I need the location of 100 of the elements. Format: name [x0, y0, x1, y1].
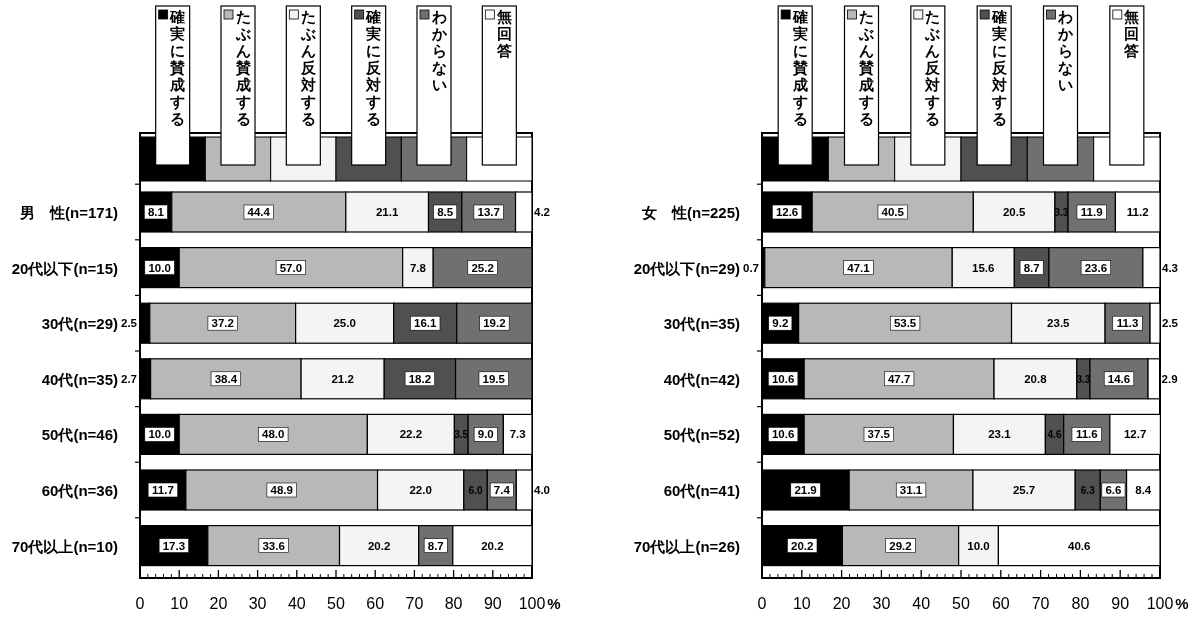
data-label: 53.5 [893, 317, 917, 330]
y-tick-label: 30代(n=29) [41, 315, 118, 333]
data-label: 20.2 [367, 539, 391, 552]
data-label: 4.3 [1162, 261, 1178, 274]
data-label: 6.0 [468, 485, 483, 496]
data-label: 21.2 [331, 372, 354, 385]
data-label: 20.8 [1024, 372, 1048, 385]
data-label: 44.4 [247, 206, 271, 218]
x-tick-label: 90 [1111, 595, 1130, 612]
y-tick-label: 50代(n=52) [663, 426, 740, 444]
data-label: 40.6 [1068, 539, 1091, 552]
x-tick-label: 40 [912, 595, 931, 612]
data-label: 21.9 [794, 484, 817, 496]
data-label: 8.7 [427, 539, 444, 552]
legend-label: 無回答 [495, 8, 512, 59]
data-label: 0.7 [743, 261, 759, 274]
legend-label: 確実に賛成する [169, 8, 187, 127]
y-tick-label: 40代(n=35) [41, 370, 118, 388]
data-label: 20.2 [481, 539, 504, 552]
data-label: 10.6 [771, 372, 795, 385]
x-tick-label: 60 [366, 595, 385, 612]
data-label: 18.2 [408, 372, 432, 385]
data-label: 12.7 [1123, 428, 1147, 441]
data-label: 23.5 [1047, 317, 1071, 330]
x-tick-label: 20 [832, 595, 851, 612]
data-label: 47.7 [887, 372, 911, 385]
y-tick-label: 50代(n=46) [41, 426, 118, 444]
x-tick-label: 100 [518, 595, 546, 612]
y-tick-label: 40代(n=42) [663, 370, 740, 388]
data-label: 2.9 [1161, 372, 1178, 385]
x-tick-label: 40 [287, 595, 306, 612]
data-label: 25.2 [471, 261, 494, 274]
data-label: 17.3 [162, 539, 186, 552]
legend-label: たぶん賛成する [234, 8, 252, 127]
data-label: 4.0 [534, 484, 550, 496]
data-label: 19.5 [482, 372, 506, 385]
data-label: 47.1 [847, 261, 871, 274]
legend-label: たぶん賛成する [858, 8, 875, 127]
x-tick-label: 30 [872, 595, 891, 612]
data-label: 8.4 [1135, 484, 1152, 496]
legend-label: わからない [430, 8, 448, 93]
data-label: 10.6 [771, 428, 795, 441]
x-tick-label: 70 [1031, 595, 1050, 612]
y-tick-label: 20代以下(n=15) [11, 259, 118, 277]
data-label: 9.2 [772, 317, 789, 330]
x-tick-label: 30 [248, 595, 267, 612]
y-tick-label: 70代以上(n=10) [11, 537, 118, 555]
data-label: 37.5 [867, 428, 891, 441]
legend-label: 確実に反対する [365, 8, 383, 127]
x-axis-title: % [547, 595, 561, 612]
data-label: 57.0 [279, 261, 303, 274]
data-label: 2.5 [1162, 317, 1179, 330]
data-label: 48.0 [262, 428, 285, 441]
x-tick-label: 50 [952, 595, 970, 612]
data-label: 4.6 [1047, 429, 1062, 441]
data-label: 14.6 [1107, 372, 1131, 385]
data-label: 38.4 [214, 372, 238, 385]
x-tick-label: 70 [405, 595, 424, 612]
data-label: 6.6 [1105, 484, 1122, 496]
data-label: 20.5 [1002, 206, 1026, 218]
data-label: 10.0 [967, 539, 990, 552]
data-label: 23.1 [988, 428, 1012, 441]
x-tick-label: 80 [444, 595, 463, 612]
data-label: 22.0 [409, 484, 432, 496]
data-label: 8.5 [437, 206, 454, 218]
data-label: 6.3 [1080, 485, 1096, 496]
x-tick-label: 10 [170, 595, 189, 612]
y-tick-label: 60代(n=36) [41, 482, 118, 499]
x-tick-label: 50 [327, 595, 345, 612]
data-label: 29.2 [889, 539, 912, 552]
data-label: 7.3 [509, 428, 526, 441]
data-label: 11.3 [1116, 317, 1139, 330]
data-label: 40.5 [881, 206, 905, 218]
data-label: 23.6 [1084, 261, 1108, 274]
data-label: 12.6 [775, 206, 799, 218]
legend-label: わからない [1057, 8, 1074, 93]
data-label: 2.5 [121, 317, 138, 330]
legend-label: たぶん反対する [924, 8, 942, 127]
x-tick-label: 0 [135, 595, 145, 612]
legend-label: 無回答 [1123, 8, 1140, 59]
y-tick-label: 30代(n=35) [663, 315, 740, 333]
x-tick-label: 90 [483, 595, 502, 612]
data-label: 21.1 [375, 206, 399, 218]
data-label: 10.0 [148, 261, 171, 274]
data-label: 15.6 [972, 261, 995, 274]
data-label: 11.2 [1126, 206, 1149, 218]
data-label: 13.7 [477, 206, 500, 218]
data-label: 11.6 [1075, 428, 1098, 441]
y-tick-label: 70代以上(n=26) [633, 537, 740, 555]
data-label: 25.7 [1012, 484, 1036, 496]
data-label: 9.0 [477, 428, 494, 441]
data-label: 48.9 [270, 484, 293, 496]
data-label: 31.1 [899, 484, 923, 496]
y-tick-label: 60代(n=41) [663, 482, 740, 499]
data-label: 11.9 [1080, 206, 1103, 218]
data-label: 10.0 [148, 428, 171, 441]
legend-label: 確実に賛成する [791, 8, 809, 127]
data-label: 11.7 [152, 484, 174, 496]
x-tick-label: 10 [792, 595, 811, 612]
y-tick-label: 20代以下(n=29) [633, 259, 740, 277]
